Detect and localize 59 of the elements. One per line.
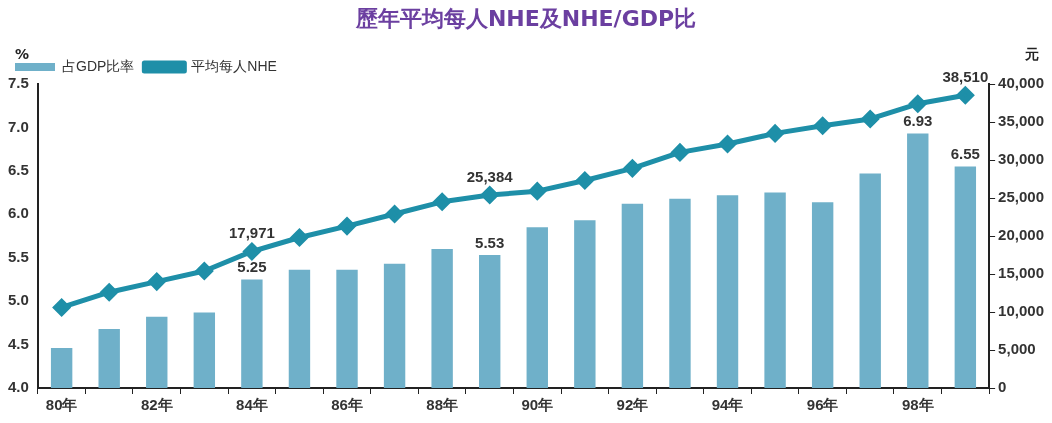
y-tick-label: 5.5 xyxy=(7,247,29,265)
point xyxy=(814,117,832,135)
data-label: 6.93 xyxy=(903,112,933,130)
y2-tick-label: 35,000 xyxy=(998,112,1045,130)
x-tick-label: 96年 xyxy=(806,396,839,414)
y2-tick-label: 20,000 xyxy=(998,226,1045,244)
point xyxy=(148,273,166,291)
data-label: 25,384 xyxy=(466,167,514,185)
x-tick-label: 94年 xyxy=(711,396,744,414)
y-tick-label: 6.0 xyxy=(7,204,29,222)
y2-tick-label: 15,000 xyxy=(998,264,1045,282)
point xyxy=(528,182,546,200)
point xyxy=(290,229,308,247)
y-tick-label: 4.0 xyxy=(7,378,29,396)
legend-label: 平均每人NHE xyxy=(191,57,277,74)
x-tick-label: 82年 xyxy=(140,396,173,414)
x-tick-label: 90年 xyxy=(521,396,554,414)
y2-tick-label: 40,000 xyxy=(998,74,1045,92)
data-label: 6.55 xyxy=(950,145,980,163)
y-tick-label: 7.0 xyxy=(7,117,29,135)
y2-axis-title: 元 xyxy=(1025,46,1039,64)
y-tick-label: 5.0 xyxy=(7,291,29,309)
point xyxy=(719,135,737,153)
data-label: 5.53 xyxy=(475,233,505,251)
point xyxy=(861,110,879,128)
point xyxy=(53,298,71,316)
point xyxy=(671,143,689,161)
legend-label: 占GDP比率 xyxy=(62,57,135,74)
point xyxy=(195,262,213,280)
x-tick-label: 84年 xyxy=(236,396,268,414)
y2-tick-label: 10,000 xyxy=(998,302,1045,320)
x-tick-label: 88年 xyxy=(426,396,458,414)
point xyxy=(766,124,784,142)
data-label: 5.25 xyxy=(237,258,267,276)
point xyxy=(243,242,261,260)
y2-tick-label: 25,000 xyxy=(998,188,1045,206)
data-label: 17,971 xyxy=(228,224,275,242)
y-tick-label: 7.5 xyxy=(7,74,29,92)
x-tick-label: 86年 xyxy=(331,396,363,414)
x-tick-label: 98年 xyxy=(901,396,934,414)
y-tick-label: 6.5 xyxy=(7,161,29,178)
point xyxy=(956,86,974,104)
point xyxy=(100,283,118,301)
y-axis-title: % xyxy=(15,46,30,62)
point xyxy=(433,193,451,211)
point xyxy=(338,217,356,235)
y2-tick-label: 30,000 xyxy=(998,150,1045,168)
x-tick-label: 92年 xyxy=(616,396,649,414)
data-label: 38,510 xyxy=(942,67,989,85)
chart-title: 歷年平均每人NHE及NHE/GDP比 xyxy=(354,5,698,33)
point xyxy=(909,95,927,113)
point xyxy=(481,186,499,204)
x-tick-label: 80年 xyxy=(45,396,78,414)
point xyxy=(623,159,641,177)
y-tick-label: 4.5 xyxy=(7,334,29,352)
y2-tick-label: 5,000 xyxy=(998,340,1036,358)
point xyxy=(576,172,594,190)
y2-tick-label: 0 xyxy=(998,378,1007,396)
point xyxy=(386,205,404,223)
